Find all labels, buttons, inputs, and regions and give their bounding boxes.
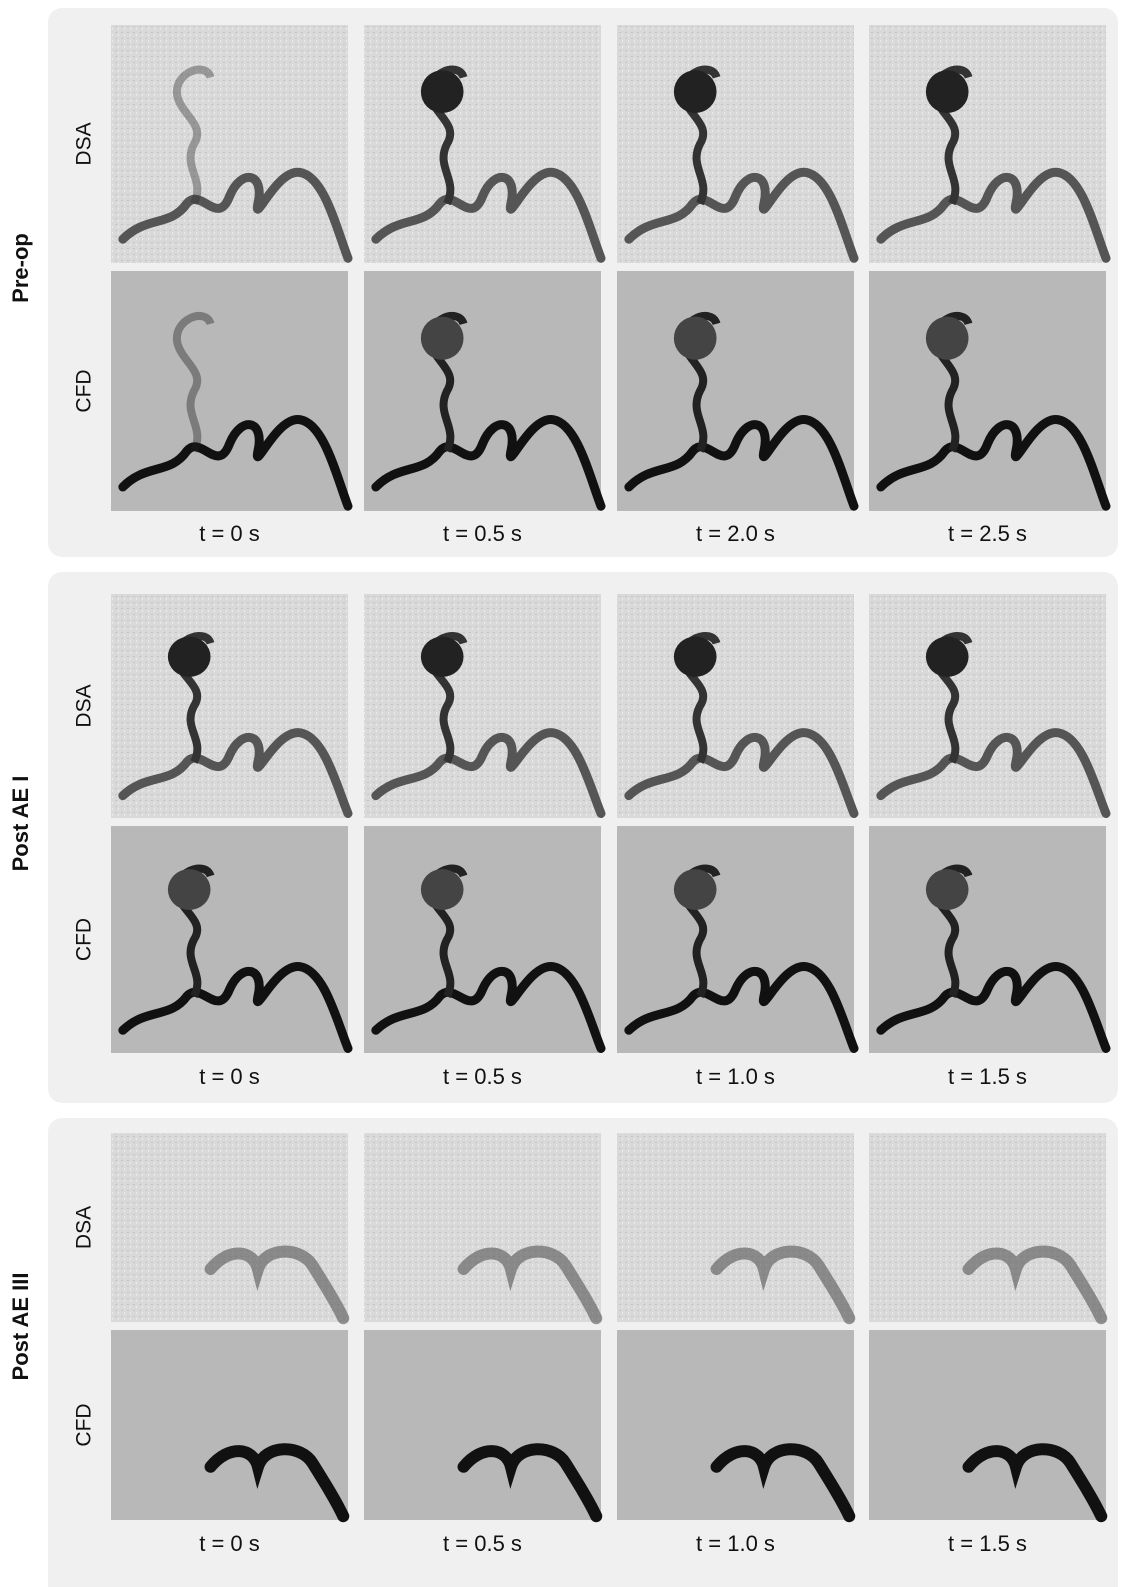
time-label: t = 0 s [199, 1064, 260, 1089]
time-label: t = 1.0 s [696, 1064, 775, 1089]
vessel [969, 1449, 1102, 1516]
vessel-path [969, 1449, 1102, 1516]
vessel-path [376, 172, 601, 258]
panel-label: Post AE III [8, 1273, 33, 1381]
aneurysm [925, 636, 969, 677]
dsa-image [111, 1133, 348, 1322]
vessel-path [717, 1449, 850, 1516]
vessel-path [464, 1449, 597, 1516]
row-label: DSA [73, 684, 96, 727]
dsa-image [364, 1133, 601, 1322]
aneurysm [673, 70, 717, 114]
vessel-path [717, 1252, 850, 1319]
cfd-image [617, 1330, 854, 1520]
row-label: CFD [73, 369, 96, 412]
vessel-path [629, 733, 854, 814]
vessel [881, 70, 1106, 259]
vessel [717, 1252, 850, 1319]
vessel [629, 316, 854, 506]
vessel [123, 316, 348, 506]
time-label: t = 0.5 s [443, 1064, 522, 1089]
vessel [123, 70, 348, 259]
time-label: t = 0 s [199, 1531, 260, 1556]
time-label: t = 2.5 s [948, 521, 1027, 546]
vessel-path [123, 733, 348, 814]
vessel-path [211, 1252, 344, 1319]
vessel-path [629, 966, 854, 1048]
vessel-path [881, 172, 1106, 258]
vessel [123, 869, 348, 1049]
aneurysm [925, 869, 969, 910]
aneurysm [673, 636, 717, 677]
cfd-image [869, 1330, 1106, 1520]
panel-label: Pre-op [8, 233, 33, 303]
vessel-path [123, 966, 348, 1048]
vessel [464, 1252, 597, 1319]
panel-label: Post AE I [8, 776, 33, 872]
feeder-path [177, 316, 211, 451]
vessel-path [376, 420, 601, 507]
vessel [629, 70, 854, 259]
row-label: DSA [73, 1206, 96, 1249]
vessel [123, 636, 348, 814]
aneurysm [420, 869, 464, 910]
time-label: t = 1.0 s [696, 1531, 775, 1556]
time-label: t = 0.5 s [443, 521, 522, 546]
vessel-path [881, 420, 1106, 507]
time-label: t = 1.5 s [948, 1064, 1027, 1089]
time-label: t = 1.5 s [948, 1531, 1027, 1556]
vessel-path [211, 1449, 344, 1516]
cfd-image [364, 1330, 601, 1520]
aneurysm [167, 869, 211, 910]
aneurysm [673, 316, 717, 360]
vessel [629, 636, 854, 814]
row-label: CFD [73, 1403, 96, 1446]
feeder-path [177, 70, 211, 204]
aneurysm [420, 636, 464, 677]
vessel-path [376, 733, 601, 814]
row-label: CFD [73, 918, 96, 961]
vessel-path [881, 966, 1106, 1048]
aneurysm [673, 869, 717, 910]
time-label: t = 0 s [199, 521, 260, 546]
vessel-path [464, 1252, 597, 1319]
vessel [717, 1449, 850, 1516]
vessel-path [629, 420, 854, 507]
vessel [881, 869, 1106, 1049]
vessel [629, 869, 854, 1049]
aneurysm [420, 70, 464, 114]
vessel-path [123, 420, 348, 507]
aneurysm [925, 70, 969, 114]
vessel-path [376, 966, 601, 1048]
vessel [881, 636, 1106, 814]
aneurysm [420, 316, 464, 360]
vessel [376, 70, 601, 259]
vessel [969, 1252, 1102, 1319]
row-label: DSA [73, 122, 96, 165]
dsa-image [869, 1133, 1106, 1322]
vessel-path [123, 172, 348, 258]
vessel [376, 869, 601, 1049]
time-label: t = 2.0 s [696, 521, 775, 546]
aneurysm [925, 316, 969, 360]
vessel [464, 1449, 597, 1516]
vessel-path [629, 172, 854, 258]
time-label: t = 0.5 s [443, 1531, 522, 1556]
aneurysm [167, 636, 211, 677]
vessel [211, 1449, 344, 1516]
vessel [211, 1252, 344, 1319]
vessel [881, 316, 1106, 506]
cfd-image [111, 1330, 348, 1520]
vessel [376, 636, 601, 814]
vessel-path [969, 1252, 1102, 1319]
vessel-path [881, 733, 1106, 814]
vessel [376, 316, 601, 506]
dsa-image [617, 1133, 854, 1322]
